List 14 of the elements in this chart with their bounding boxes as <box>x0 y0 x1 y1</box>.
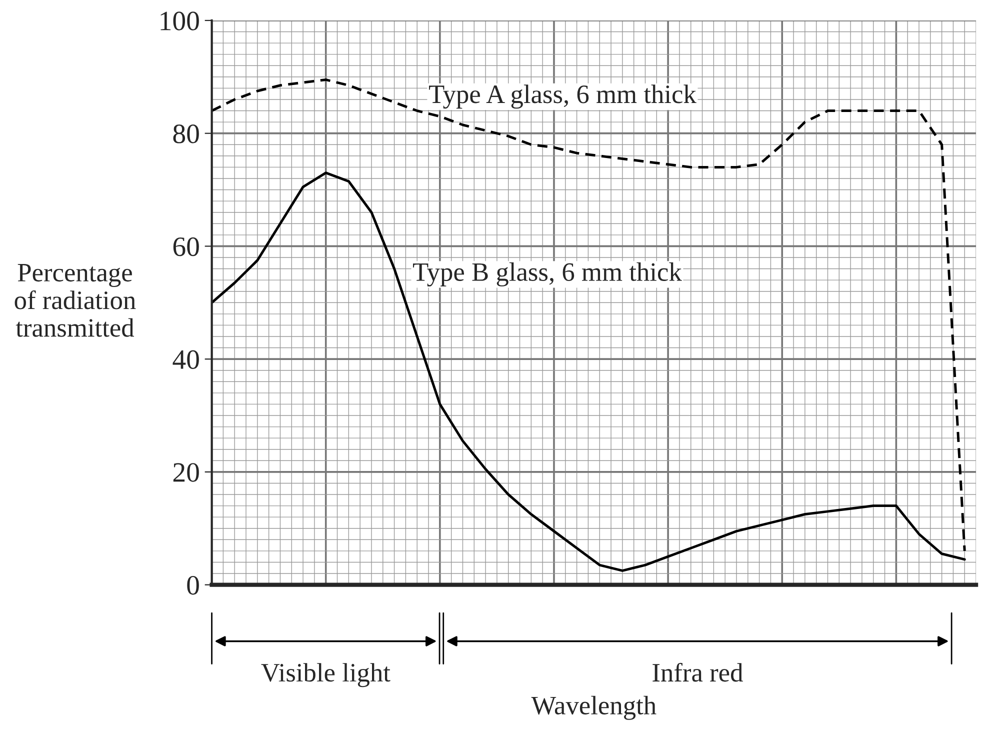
y-axis-title: Percentage of radiation transmitted <box>14 264 136 337</box>
y-tick-label: 0 <box>187 576 199 595</box>
text: Visible light <box>261 663 390 688</box>
series-label: Type A glass, 6 mm thick <box>428 84 696 109</box>
line-series <box>212 78 966 552</box>
y-tick-label: 80 <box>173 124 199 144</box>
x-axis-title: Wavelength <box>531 696 656 720</box>
y-tick-label: 60 <box>173 237 199 256</box>
text: Infra red <box>652 662 743 682</box>
series-label: Type B glass, 6 mm thick <box>413 262 682 286</box>
y-tick-label: 40 <box>172 350 199 369</box>
line-series <box>212 172 966 572</box>
y-tick-label: 100 <box>160 12 199 30</box>
y-tick-label: 20 <box>173 463 199 482</box>
